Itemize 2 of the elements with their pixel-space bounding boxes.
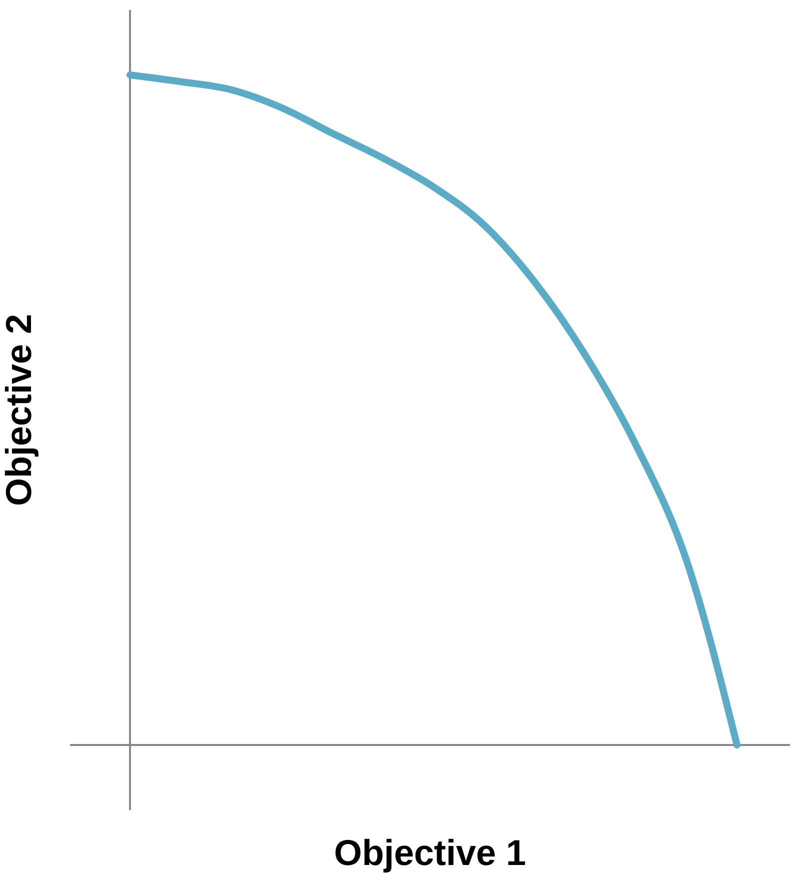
y-axis-title: Objective 2 (0, 314, 39, 506)
x-axis-title: Objective 1 (334, 832, 526, 873)
